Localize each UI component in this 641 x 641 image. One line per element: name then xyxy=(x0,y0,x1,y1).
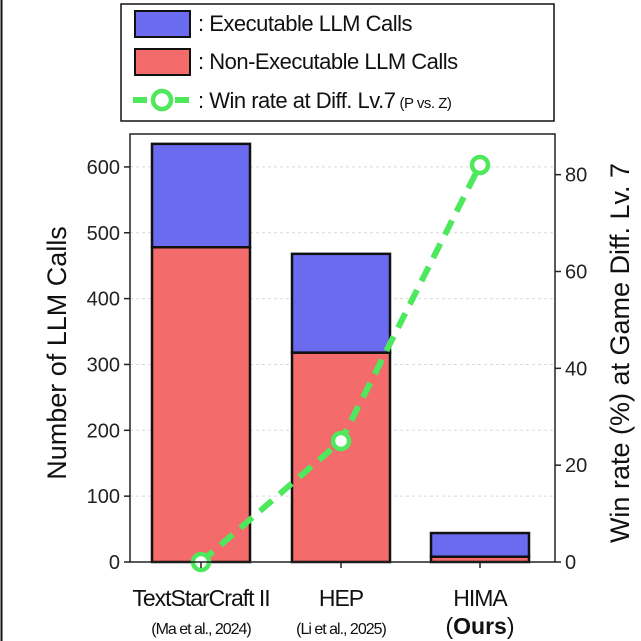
legend-swatch-executable xyxy=(134,10,191,38)
category-labels-group: TextStarCraft II (Ma et al., 2024) HEP (Li … xyxy=(132,562,515,639)
x-tick-label: HEP xyxy=(319,585,364,611)
y2-tick-label: 20 xyxy=(565,455,587,477)
x-tick-label: HIMA xyxy=(453,585,508,611)
bar-segment-executable xyxy=(429,531,531,558)
y-tick-label: 0 xyxy=(109,552,120,574)
bar-segment-executable xyxy=(290,252,392,354)
y-tick-label: 600 xyxy=(87,157,120,179)
y-tick-label: 400 xyxy=(87,289,120,311)
win-rate-point xyxy=(469,154,491,176)
bar-segment-non-executable xyxy=(290,351,392,564)
y-axis-title: Number of LLM Calls xyxy=(42,226,72,480)
x-tick-label: TextStarCraft II xyxy=(132,585,269,611)
bars-group xyxy=(150,142,531,564)
win-rate-point xyxy=(330,430,352,452)
legend-label-non_executable: : Non-Executable LLM Calls xyxy=(198,49,458,74)
y2-tick-label: 40 xyxy=(565,358,587,380)
plot-frame xyxy=(129,133,556,563)
y2-tick-label: 0 xyxy=(565,552,576,574)
y2-axis-title: Win rate (%) at Game Diff. Lv. 7 xyxy=(605,163,635,543)
win-rate-line-group xyxy=(190,154,491,573)
axes-group xyxy=(129,133,556,563)
legend-label-win_rate: : Win rate at Diff. Lv.7 (P vs. Z) xyxy=(198,88,452,113)
x-tick-sublabel: (Ours) xyxy=(445,613,514,639)
y-tick-label: 100 xyxy=(87,486,120,508)
legend-box xyxy=(120,3,555,122)
legend-label-executable: : Executable LLM Calls xyxy=(198,11,412,36)
bar-segment-executable xyxy=(150,142,252,249)
y2-tick-label: 80 xyxy=(565,165,587,187)
y-tick-label: 200 xyxy=(87,420,120,442)
y-tick-label: 300 xyxy=(87,354,120,376)
y-tick-label: 500 xyxy=(87,223,120,245)
legend-swatch-non_executable xyxy=(134,48,191,76)
legend-swatch-marker xyxy=(150,88,174,112)
tick-labels-group: 0 100 200 300 400 500 600 0 20 40 60 80 xyxy=(87,157,588,574)
y2-tick-label: 60 xyxy=(565,262,587,284)
bar-segment-non-executable xyxy=(150,246,252,564)
legend: : Executable LLM Calls : Non-Executable L… xyxy=(120,3,555,122)
x-tick-sublabel: (Li et al., 2025) xyxy=(296,621,386,638)
x-tick-sublabel: (Ma et al., 2024) xyxy=(151,621,251,638)
